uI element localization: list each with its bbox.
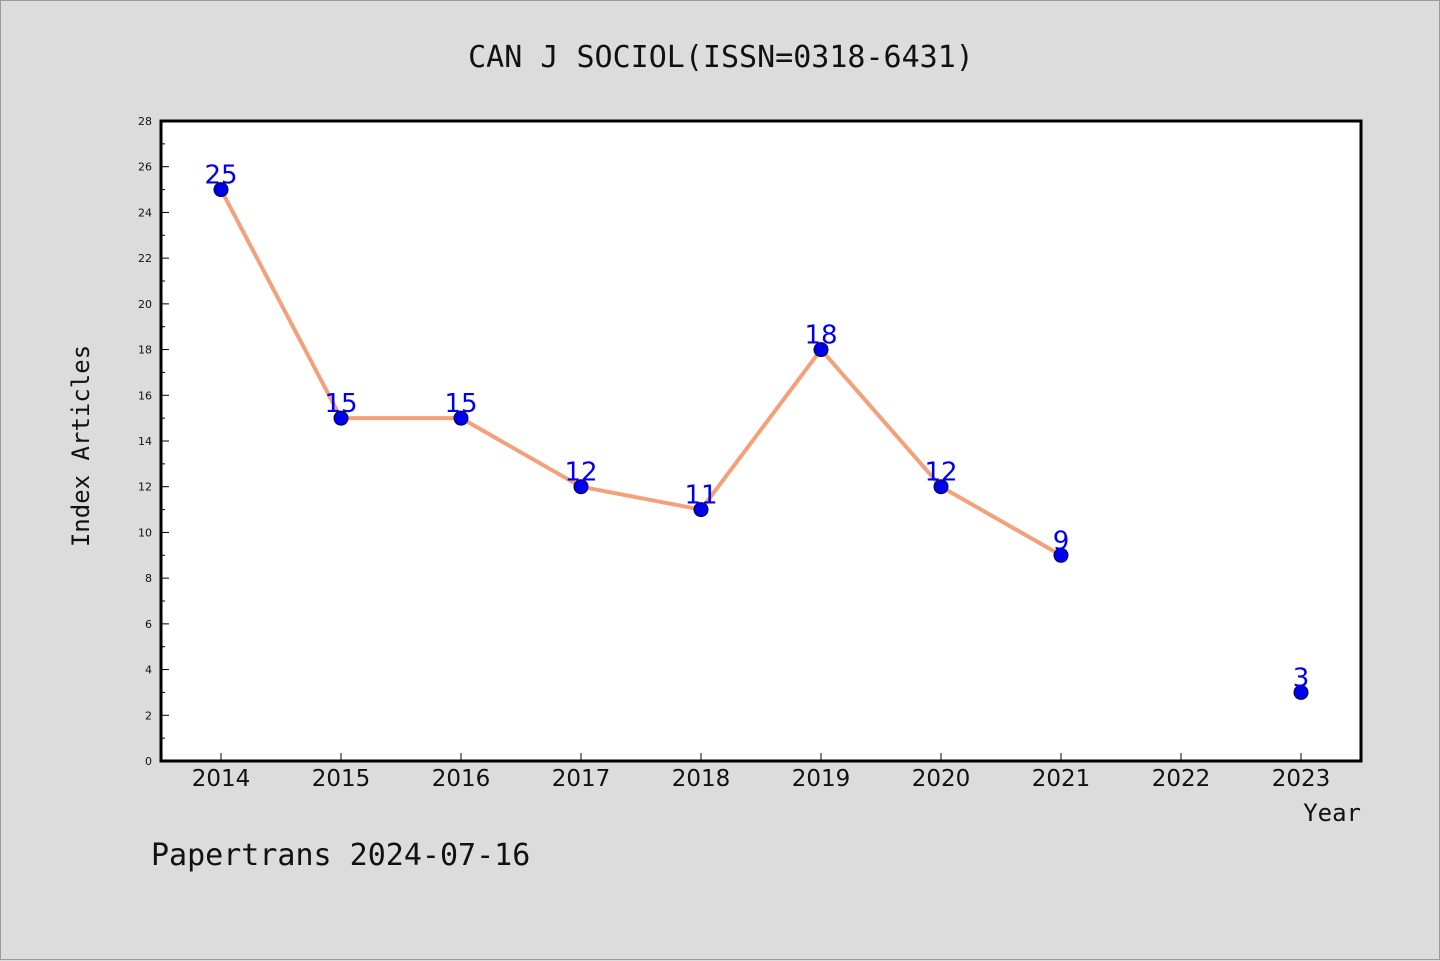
data-point [1053,547,1069,563]
y-tick-label: 6 [145,618,152,631]
data-point [213,182,229,198]
data-point [573,479,589,495]
y-tick-label: 14 [138,435,152,448]
x-tick-label: 2019 [792,766,851,792]
x-tick-label: 2023 [1272,766,1331,792]
y-tick-label: 28 [138,115,152,128]
data-label: 3 [1293,663,1310,693]
x-tick-label: 2015 [312,766,371,792]
x-tick-label: 2021 [1032,766,1091,792]
y-tick-label: 16 [138,389,152,402]
data-point [1293,684,1309,700]
y-tick-label: 8 [145,572,152,585]
y-tick-label: 10 [138,526,152,539]
data-label: 15 [444,389,477,419]
data-label: 11 [684,481,717,511]
y-tick-label: 22 [138,252,152,265]
data-label: 25 [204,161,237,191]
x-tick-label: 2017 [552,766,611,792]
y-tick-label: 2 [145,709,152,722]
y-tick-label: 24 [138,206,152,219]
data-point [693,502,709,518]
x-tick-label: 2020 [912,766,971,792]
data-label: 12 [564,458,597,488]
data-label: 15 [324,389,357,419]
y-tick-label: 18 [138,344,152,357]
data-point [333,410,349,426]
series-line [219,187,1063,558]
y-tick-label: 20 [138,298,152,311]
y-tick-label: 0 [145,755,152,768]
plot-area [159,119,1363,763]
data-point [933,479,949,495]
x-tick-label: 2016 [432,766,491,792]
data-point [813,342,829,358]
x-tick-label: 2022 [1152,766,1211,792]
data-label: 9 [1053,526,1070,556]
y-axis-label: Index Articles [67,345,95,547]
y-tick-label: 12 [138,481,152,494]
watermark: Papertrans 2024-07-16 [151,838,530,873]
data-point [453,410,469,426]
x-tick-label: 2018 [672,766,731,792]
chart-title: CAN J SOCIOL(ISSN=0318-6431) [468,40,974,75]
y-tick-label: 4 [145,664,152,677]
x-axis: 2014 2015 2016 2017 2018 2019 2020 2021 2022 2023 [192,753,1331,792]
data-label: 12 [924,458,957,488]
data-label: 18 [804,321,837,351]
y-tick-label: 26 [138,161,152,174]
x-axis-label: Year [1303,799,1361,827]
series-layer: 25 15 15 12 11 18 12 9 3 [204,161,1309,700]
x-tick-label: 2014 [192,766,251,792]
